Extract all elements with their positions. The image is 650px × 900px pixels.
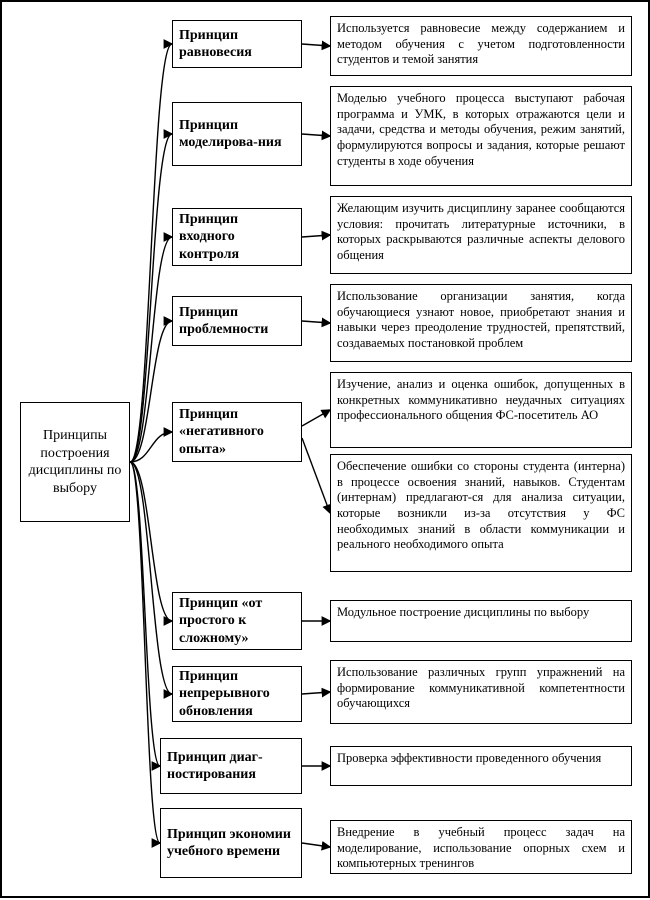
- desc-box-p2-0: Моделью учебного процесса выступают рабо…: [330, 86, 632, 186]
- desc-box-p1-0: Используется равновесие между содержание…: [330, 16, 632, 76]
- desc-box-p5-1: Обеспечение ошибки со стороны студента (…: [330, 454, 632, 572]
- desc-box-p5-0: Изучение, анализ и оценка ошибок, допуще…: [330, 372, 632, 448]
- principle-box-p6: Принцип «от простого к сложному»: [172, 592, 302, 650]
- principle-box-p5: Принцип «негативного опыта»: [172, 402, 302, 462]
- principle-box-p1: Принцип равновесия: [172, 20, 302, 68]
- root-box: Принципы построения дисциплины по выбору: [20, 402, 130, 522]
- desc-box-p4-0: Использование организации занятия, когда…: [330, 284, 632, 362]
- principle-box-p9: Принцип экономии учебного времени: [160, 808, 302, 878]
- principle-box-p3: Принцип входного контроля: [172, 208, 302, 266]
- principle-box-p8: Принцип диаг-ностирования: [160, 738, 302, 794]
- desc-box-p3-0: Желающим изучить дисциплину заранее сооб…: [330, 196, 632, 274]
- desc-box-p7-0: Использование различных групп упражнений…: [330, 660, 632, 724]
- principle-box-p4: Принцип проблемности: [172, 296, 302, 346]
- principle-box-p7: Принцип непрерывного обновления: [172, 666, 302, 722]
- desc-box-p9-0: Внедрение в учебный процесс задач на мод…: [330, 820, 632, 874]
- principle-box-p2: Принцип моделирова-ния: [172, 102, 302, 166]
- desc-box-p6-0: Модульное построение дисциплины по выбор…: [330, 600, 632, 642]
- desc-box-p8-0: Проверка эффективности проведенного обуч…: [330, 746, 632, 786]
